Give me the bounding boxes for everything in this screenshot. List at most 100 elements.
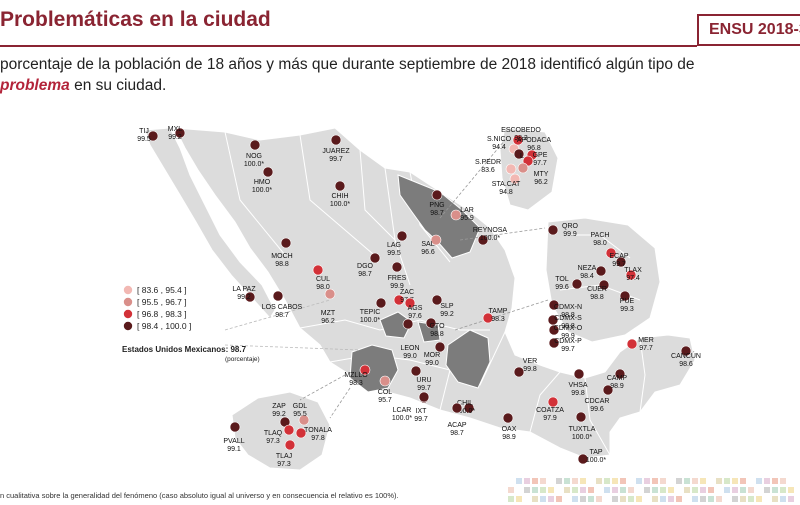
subtitle: porcentaje de la población de 18 años y … bbox=[0, 54, 800, 96]
city-dot bbox=[513, 366, 525, 378]
city-value: 96.6 bbox=[421, 249, 435, 256]
city-name: LA PAZ bbox=[232, 286, 256, 293]
deco-square bbox=[708, 487, 714, 493]
city-dot bbox=[244, 291, 256, 303]
city-dot bbox=[548, 299, 560, 311]
city-name: ESCOBEDO bbox=[501, 127, 541, 134]
deco-square bbox=[620, 496, 626, 502]
city-value: 95.7 bbox=[378, 397, 392, 404]
city-dot bbox=[431, 189, 443, 201]
deco-square bbox=[524, 478, 530, 484]
city-name: SAL bbox=[421, 241, 434, 248]
city-name: S.NICO bbox=[487, 136, 512, 143]
city-value: 95.5 bbox=[293, 411, 307, 418]
map-landmass bbox=[144, 127, 696, 471]
deco-square bbox=[604, 487, 610, 493]
deco-square bbox=[684, 487, 690, 493]
city-name: LOS CABOS bbox=[262, 304, 303, 311]
deco-square bbox=[772, 478, 778, 484]
city-name: PACH bbox=[591, 232, 610, 239]
deco-square bbox=[732, 496, 738, 502]
deco-square bbox=[572, 478, 578, 484]
legend-swatch bbox=[123, 297, 133, 307]
city-dot bbox=[548, 337, 560, 349]
deco-square bbox=[692, 487, 698, 493]
deco-square bbox=[588, 487, 594, 493]
city-name: TLAQ bbox=[264, 430, 283, 437]
city-markers: TIJ99.5MXL99.2NOG100.0*HMO100.0*JUAREZ99… bbox=[137, 126, 701, 468]
city-dot bbox=[330, 134, 342, 146]
legend-label: [ 96.8 , 98.3 ] bbox=[137, 309, 187, 319]
deco-square bbox=[716, 496, 722, 502]
deco-square bbox=[756, 496, 762, 502]
city-dot bbox=[509, 173, 521, 185]
city-dot bbox=[295, 427, 307, 439]
city-value: 96.2 bbox=[321, 318, 335, 325]
city-name: DGO bbox=[357, 263, 374, 270]
city-marker-l: L bbox=[513, 148, 525, 160]
city-value: 94.4 bbox=[492, 144, 506, 151]
city-name: VHSA bbox=[568, 382, 587, 389]
city-marker-cdmx-p: CDMX-P99.7 bbox=[548, 337, 582, 353]
legend-label: [ 98.4 , 100.0 ] bbox=[137, 321, 191, 331]
city-name: MOCH bbox=[271, 253, 292, 260]
city-value: 98.7 bbox=[430, 210, 444, 217]
city-name: LCAR bbox=[393, 407, 412, 414]
deco-square bbox=[780, 496, 786, 502]
city-name: LAG bbox=[387, 242, 401, 249]
city-dot bbox=[505, 163, 517, 175]
deco-square bbox=[660, 496, 666, 502]
city-dot bbox=[680, 345, 692, 357]
city-name: CDMX-O bbox=[554, 325, 583, 332]
city-name: OAX bbox=[502, 426, 517, 433]
deco-square bbox=[676, 496, 682, 502]
city-name: TAP bbox=[589, 449, 602, 456]
deco-square bbox=[700, 478, 706, 484]
city-dot bbox=[312, 264, 324, 276]
city-value: 97.4 bbox=[626, 275, 640, 282]
subtitle-line-2: problema en su ciudad. bbox=[0, 75, 800, 96]
city-value: 99.0 bbox=[403, 353, 417, 360]
city-name: CAMP bbox=[607, 375, 628, 382]
deco-square bbox=[732, 478, 738, 484]
deco-square bbox=[772, 496, 778, 502]
city-value: 99.8 bbox=[571, 390, 585, 397]
city-dot bbox=[249, 139, 261, 151]
city-value: 99.2 bbox=[440, 311, 454, 318]
city-dot bbox=[482, 312, 494, 324]
deco-square bbox=[556, 496, 562, 502]
city-name: TIJ bbox=[139, 128, 149, 135]
city-value: 96.8 bbox=[527, 145, 541, 152]
deco-square bbox=[532, 496, 538, 502]
city-value: 98.8 bbox=[561, 323, 575, 330]
deco-square bbox=[740, 478, 746, 484]
city-dot bbox=[502, 412, 514, 424]
deco-square bbox=[548, 496, 554, 502]
city-dot bbox=[262, 166, 274, 178]
deco-square bbox=[748, 496, 754, 502]
deco-square bbox=[740, 487, 746, 493]
legend-swatch bbox=[123, 285, 133, 295]
city-name: QRO bbox=[562, 223, 579, 230]
city-name: SLP bbox=[440, 303, 454, 310]
city-name: APODACA bbox=[517, 137, 552, 144]
deco-square bbox=[628, 487, 634, 493]
city-name: GDL bbox=[293, 403, 308, 410]
